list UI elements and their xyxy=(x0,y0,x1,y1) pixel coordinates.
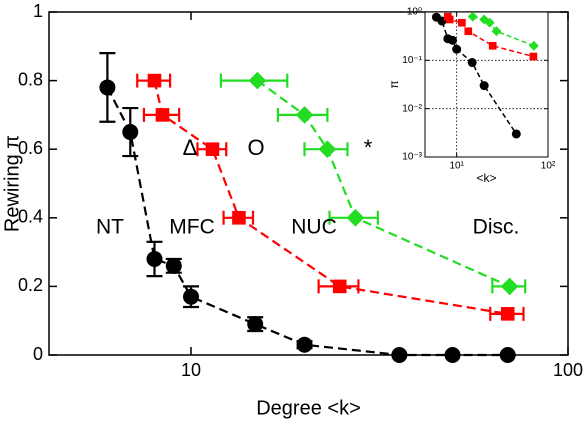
annotation: NT xyxy=(96,216,124,239)
point xyxy=(491,26,502,37)
y-tick-label: 0 xyxy=(33,344,43,364)
point xyxy=(500,307,515,321)
point xyxy=(499,347,516,363)
y-axis-label: π xyxy=(387,80,401,88)
x-axis-label: Degree <k> xyxy=(256,397,361,419)
point xyxy=(99,79,116,96)
series-line xyxy=(106,86,508,357)
point xyxy=(155,108,170,122)
annotation: * xyxy=(364,135,373,160)
x-axis-label: <k> xyxy=(476,171,496,185)
point xyxy=(248,71,267,90)
point xyxy=(488,41,497,50)
point xyxy=(464,27,473,36)
point xyxy=(332,279,347,294)
y-tick-label: 0.2 xyxy=(18,275,43,295)
x-tick-label: 10² xyxy=(541,161,556,172)
plot-area xyxy=(431,11,539,139)
point xyxy=(318,140,337,158)
x-tick-label: 100 xyxy=(553,360,583,380)
y-tick-label: 10⁻³ xyxy=(402,152,422,163)
annotation: MFC xyxy=(169,216,215,239)
point xyxy=(458,18,466,27)
y-tick-label: 0.6 xyxy=(18,138,43,158)
point xyxy=(295,106,314,124)
y-tick-label: 0.4 xyxy=(18,207,43,227)
point xyxy=(484,17,495,28)
annotation: Δ xyxy=(183,135,198,160)
point xyxy=(391,347,408,363)
point xyxy=(511,129,521,139)
plot-area xyxy=(99,52,527,363)
y-tick-label: 1 xyxy=(33,1,43,21)
annotation: Disc. xyxy=(473,216,520,239)
y-tick-label: 10⁻² xyxy=(402,103,422,114)
point xyxy=(447,35,457,45)
x-tick-label: 10¹ xyxy=(449,161,464,172)
annotation: O xyxy=(247,135,264,160)
point xyxy=(146,250,163,267)
y-axis-label: Rewiring π xyxy=(1,135,23,232)
y-tick-label: 0.8 xyxy=(18,69,43,89)
point xyxy=(147,73,162,88)
point xyxy=(122,124,139,141)
point xyxy=(528,40,539,51)
point xyxy=(296,336,313,353)
point xyxy=(444,347,461,363)
point xyxy=(529,52,538,61)
point xyxy=(232,211,246,225)
point xyxy=(346,209,365,227)
point xyxy=(165,257,182,274)
annotation: NUC xyxy=(291,216,337,239)
point xyxy=(205,142,220,156)
point xyxy=(452,44,462,54)
point xyxy=(500,277,519,296)
x-tick-label: 10 xyxy=(181,360,201,380)
point xyxy=(467,58,477,68)
point xyxy=(467,11,478,22)
y-tick-label: 10⁰ xyxy=(407,7,422,18)
y-tick-label: 10⁻¹ xyxy=(402,55,422,66)
point xyxy=(247,316,264,333)
point xyxy=(445,15,454,24)
point xyxy=(183,288,200,305)
point xyxy=(479,81,489,91)
